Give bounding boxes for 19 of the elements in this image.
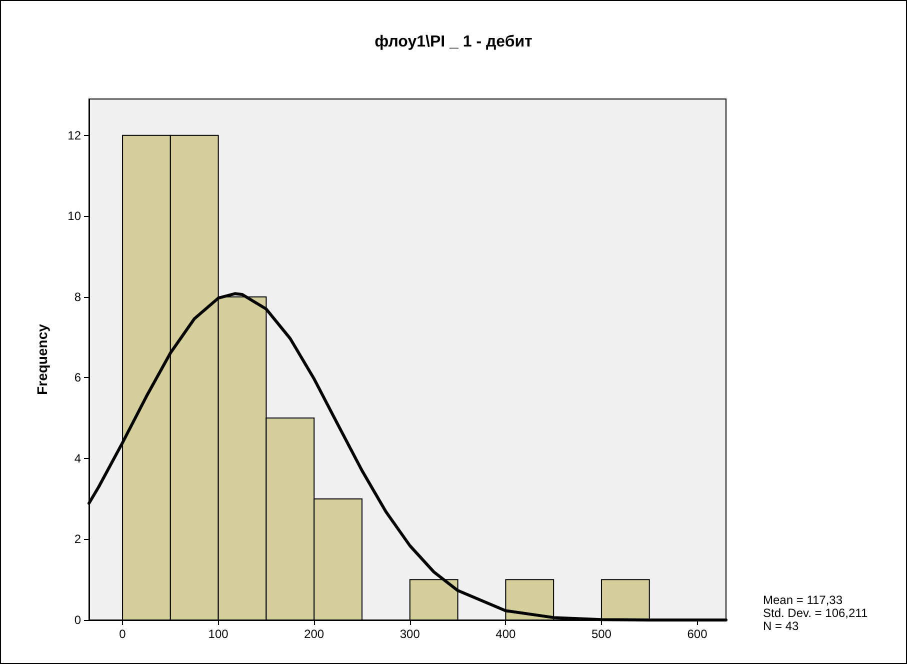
y-tick-label: 0: [74, 613, 82, 627]
x-tick-label: 100: [208, 627, 229, 641]
x-tick-label: 500: [591, 627, 612, 641]
x-tick-label: 400: [496, 627, 516, 641]
chart-title: флоу1\PI _ 1 - дебит: [374, 34, 533, 50]
y-axis-title: Frequency: [34, 324, 50, 395]
x-tick-label: 300: [400, 627, 420, 641]
text: Mean = 117,33: [763, 593, 843, 607]
y-tick-label: 8: [74, 290, 82, 304]
text: N = 43: [763, 619, 800, 633]
y-tick-label: 2: [74, 532, 82, 546]
x-tick-label: 0: [119, 627, 126, 641]
y-tick-label: 10: [68, 209, 82, 224]
x-tick-label: 200: [304, 627, 324, 641]
text: Std. Dev. = 106,211: [763, 606, 868, 620]
y-tick-label: 4: [74, 451, 82, 466]
x-tick-label: 600: [687, 627, 708, 641]
y-tick-label: 12: [68, 128, 82, 142]
y-tick-label: 6: [74, 370, 82, 385]
